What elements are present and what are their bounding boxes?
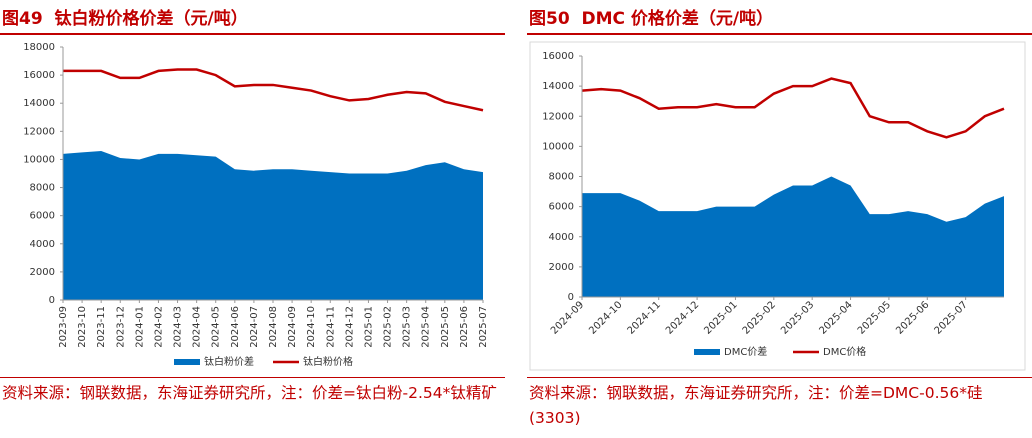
x-tick-label: 2025-02 xyxy=(741,299,778,336)
y-tick-label: 2000 xyxy=(549,262,574,273)
legend-label: DMC价差 xyxy=(724,345,767,358)
y-tick-label: 0 xyxy=(49,295,55,306)
x-tick-label: 2024-11 xyxy=(325,306,336,348)
title-rule xyxy=(527,33,1032,35)
x-tick-label: 2023-11 xyxy=(96,306,107,348)
y-tick-label: 8000 xyxy=(30,183,55,194)
title-rule xyxy=(0,33,505,35)
x-tick-label: 2024-04 xyxy=(192,306,203,348)
x-tick-label: 2025-03 xyxy=(779,299,816,336)
x-tick-label: 2024-12 xyxy=(664,299,701,336)
y-tick-label: 16000 xyxy=(542,51,574,62)
y-tick-label: 2000 xyxy=(30,267,55,278)
chart: 0 2000 4000 6000 8000 10000 12000 14000 16000 202… xyxy=(529,41,1026,371)
y-tick-label: 10000 xyxy=(542,141,574,152)
x-tick-label: 2023-12 xyxy=(115,306,126,348)
x-tick-label: 2024-11 xyxy=(626,299,663,336)
x-tick-label: 2025-07 xyxy=(478,306,489,348)
y-tick-label: 6000 xyxy=(549,202,574,213)
legend-swatch xyxy=(174,359,200,365)
y-tick-label: 18000 xyxy=(23,42,55,53)
y-tick-label: 12000 xyxy=(542,111,574,122)
y-tick-label: 14000 xyxy=(542,81,574,92)
chart: 0 2000 4000 6000 8000 10000 12000 14000 16000 180… xyxy=(23,42,489,368)
x-tick-label: 2024-10 xyxy=(306,306,317,348)
x-tick-label: 2025-02 xyxy=(383,306,394,348)
x-tick-label: 2024-01 xyxy=(134,306,145,348)
x-tick-label: 2024-05 xyxy=(211,306,222,348)
x-tick-label: 2023-09 xyxy=(58,306,69,348)
legend-label: 钛白粉价差 xyxy=(204,355,254,368)
x-tick-label: 2025-05 xyxy=(856,299,893,336)
legend-label: 钛白粉价格 xyxy=(303,355,353,368)
area xyxy=(582,176,1004,297)
x-tick-label: 2024-06 xyxy=(230,306,241,348)
x-tick-label: 2024-09 xyxy=(287,306,298,348)
source-note: 资料来源：钢联数据，东海证券研究所，注：价差=钛白粉-2.54*钛精矿 xyxy=(2,384,497,402)
y-tick-label: 6000 xyxy=(30,211,55,222)
y-tick-label: 12000 xyxy=(23,126,55,137)
y-tick-label: 4000 xyxy=(30,239,55,250)
x-tick-label: 2025-06 xyxy=(459,306,470,348)
legend-label: DMC价格 xyxy=(823,345,866,358)
x-tick-label: 2025-07 xyxy=(933,299,970,336)
x-tick-label: 2025-04 xyxy=(817,299,854,336)
x-tick-label: 2024-12 xyxy=(344,306,355,348)
y-tick-label: 0 xyxy=(568,292,574,303)
x-tick-label: 2024-09 xyxy=(549,299,586,336)
x-tick-label: 2024-07 xyxy=(249,306,260,348)
x-tick-label: 2025-05 xyxy=(440,306,451,348)
chart-title: 图50 DMC 价格价差（元/吨） xyxy=(529,9,774,29)
x-tick-label: 2023-10 xyxy=(77,306,88,348)
x-tick-label: 2025-04 xyxy=(421,306,432,348)
x-tick-label: 2025-06 xyxy=(894,299,931,336)
y-tick-label: 8000 xyxy=(549,172,574,183)
y-tick-label: 14000 xyxy=(23,98,55,109)
y-tick-label: 16000 xyxy=(23,70,55,81)
x-tick-label: 2025-01 xyxy=(702,299,739,336)
x-tick-label: 2025-01 xyxy=(363,306,374,348)
y-tick-label: 4000 xyxy=(549,232,574,243)
panel: 图49 钛白粉价格价差（元/吨） 0 2000 4000 6000 8000 10000 1… xyxy=(0,0,505,438)
chart-title: 图49 钛白粉价格价差（元/吨） xyxy=(2,9,248,29)
x-tick-label: 2024-03 xyxy=(173,306,184,348)
line xyxy=(63,68,484,112)
x-tick-label: 2024-02 xyxy=(153,306,164,348)
source-rule xyxy=(527,377,1032,378)
legend-swatch xyxy=(694,349,720,355)
chart-frame xyxy=(529,41,1026,371)
x-tick-label: 2025-03 xyxy=(402,306,413,348)
x-tick-label: 2024-10 xyxy=(587,299,624,336)
y-tick-label: 10000 xyxy=(23,154,55,165)
panel: 图50 DMC 价格价差（元/吨） 0 2000 4000 6000 8000 10000… xyxy=(527,0,1032,438)
line xyxy=(581,77,1005,139)
source-note: 资料来源：钢联数据，东海证券研究所，注：价差=DMC-0.56*硅(3303) xyxy=(529,384,983,427)
area xyxy=(63,151,483,300)
source-rule xyxy=(0,377,505,378)
x-tick-label: 2024-08 xyxy=(268,306,279,348)
